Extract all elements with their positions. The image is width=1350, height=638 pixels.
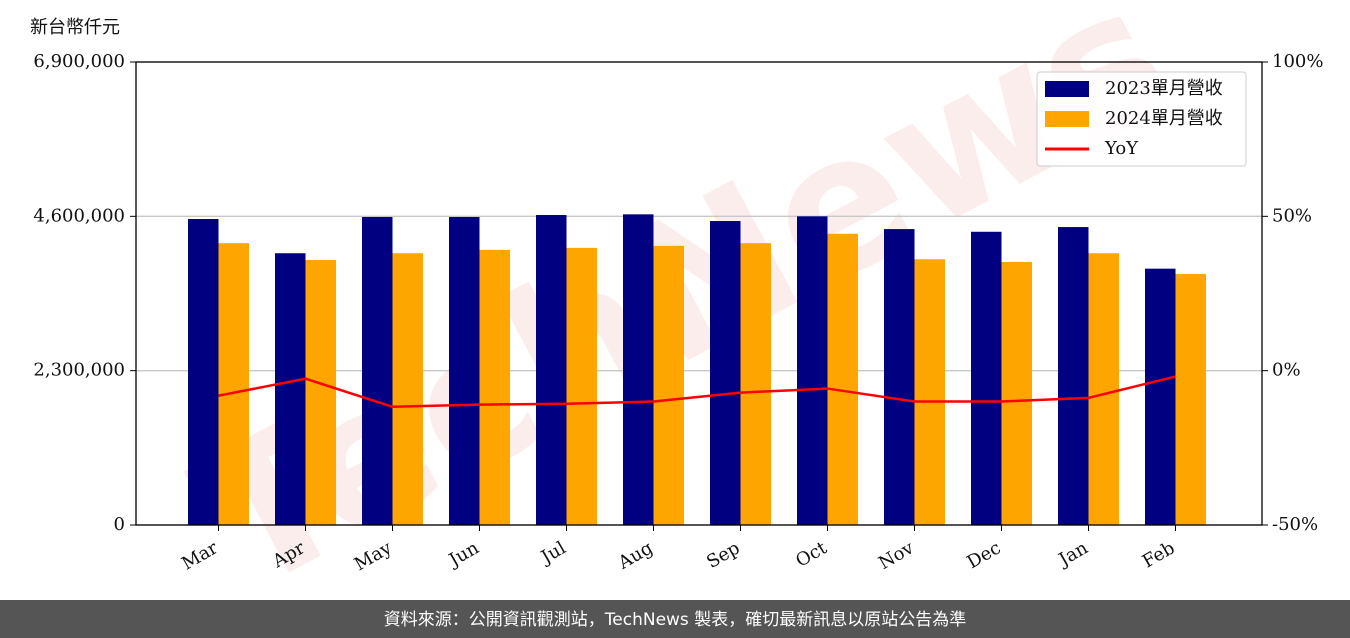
y-tick-label: 0 [114,514,125,535]
footer-bar [0,600,1350,638]
y2-tick-label: 50% [1272,205,1312,226]
x-tick-label: Feb [1139,537,1179,572]
bar [971,231,1002,525]
bar [797,216,828,526]
bar [623,214,654,525]
x-tick-label: Dec [964,537,1005,573]
y-axis-label: 新台幣仟元 [30,17,120,38]
bar [1058,227,1089,525]
bar [653,245,684,525]
x-tick-label: Sep [703,537,743,572]
bar [566,247,597,525]
legend-label: 2024單月營收 [1105,108,1223,129]
bar [1145,268,1176,525]
bar [449,217,480,526]
legend-label: YoY [1104,138,1139,159]
y-tick-label: 4,600,000 [33,205,125,226]
x-tick-label: Jun [444,537,483,572]
bar [740,243,771,525]
legend-box [1036,71,1247,167]
bar [362,217,393,526]
plot-frame [135,61,1263,526]
bar [914,259,945,525]
y-tick-label: 6,900,000 [33,51,125,72]
bar [188,219,219,525]
x-tick-label: Jan [1054,537,1092,571]
y2-tick-label: -50% [1272,514,1318,535]
y2-tick-label: 0% [1272,360,1301,381]
legend-swatch [1045,111,1089,127]
bar [1088,253,1119,525]
legend-swatch [1045,81,1089,97]
bar [218,243,249,525]
bar [1175,274,1206,525]
bar [392,253,423,525]
x-tick-label: Aug [614,537,657,574]
y2-tick-label: 100% [1272,51,1323,72]
bar [305,259,336,525]
bar [1001,261,1032,525]
x-tick-label: Nov [875,537,918,574]
x-tick-label: Oct [792,537,831,572]
bar [275,253,306,525]
y-tick-label: 2,300,000 [33,360,125,381]
bar [536,214,567,525]
bar [710,221,741,525]
bar [479,249,510,525]
legend-label: 2023單月營收 [1105,78,1223,99]
x-tick-label: Jul [536,537,570,569]
bar [827,233,858,525]
bar [884,229,915,525]
footer: 資料來源：公開資訊觀測站，TechNews 製表，確切最新訊息以原站公告為準 [384,610,966,630]
line [218,375,1176,409]
x-tick-label: Mar [178,537,222,574]
